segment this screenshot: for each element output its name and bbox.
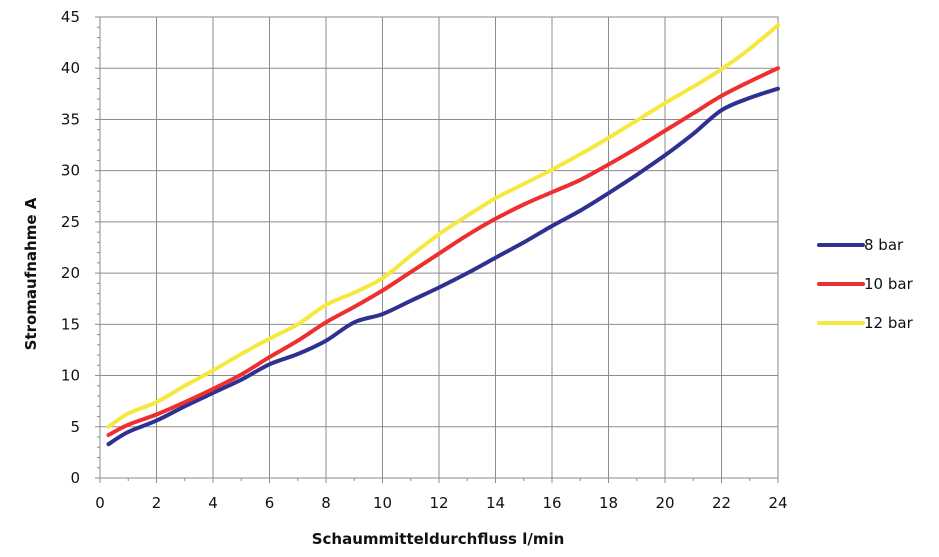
x-tick-label: 12 bbox=[429, 494, 448, 512]
x-tick-label: 14 bbox=[486, 494, 505, 512]
y-tick-label: 25 bbox=[61, 213, 80, 231]
x-tick-label: 24 bbox=[768, 494, 787, 512]
x-tick-label: 10 bbox=[373, 494, 392, 512]
y-tick-label: 45 bbox=[61, 8, 80, 26]
x-tick-label: 16 bbox=[542, 494, 561, 512]
series-line-10-bar bbox=[106, 66, 780, 437]
y-tick-label: 0 bbox=[70, 469, 80, 487]
x-tick-label: 22 bbox=[712, 494, 731, 512]
y-tick-label: 40 bbox=[61, 59, 80, 77]
series-line-8-bar bbox=[106, 86, 780, 447]
grid bbox=[99, 16, 779, 479]
y-tick-label: 30 bbox=[61, 162, 80, 180]
x-tick-label: 6 bbox=[265, 494, 275, 512]
y-tick-label: 35 bbox=[61, 110, 80, 128]
legend: 8 bar 10 bar 12 bar bbox=[817, 236, 914, 332]
y-axis-title: Stromaufnahme A bbox=[22, 197, 40, 350]
series bbox=[106, 23, 780, 447]
y-tick-label: 5 bbox=[70, 418, 80, 436]
x-tick-label: 0 bbox=[95, 494, 105, 512]
x-axis-title: Schaummitteldurchfluss l/min bbox=[312, 530, 565, 548]
x-tick-label: 2 bbox=[152, 494, 162, 512]
legend-label-10-bar: 10 bar bbox=[864, 275, 914, 293]
y-tick-label: 10 bbox=[61, 367, 80, 385]
x-tick-label: 18 bbox=[599, 494, 618, 512]
series-line-12-bar bbox=[106, 23, 780, 429]
y-tick-label: 15 bbox=[61, 315, 80, 333]
legend-label-8-bar: 8 bar bbox=[864, 236, 904, 254]
x-tick-label: 8 bbox=[321, 494, 331, 512]
x-tick-label: 4 bbox=[208, 494, 218, 512]
legend-label-12-bar: 12 bar bbox=[864, 314, 914, 332]
x-tick-label: 20 bbox=[655, 494, 674, 512]
y-tick-label: 20 bbox=[61, 264, 80, 282]
